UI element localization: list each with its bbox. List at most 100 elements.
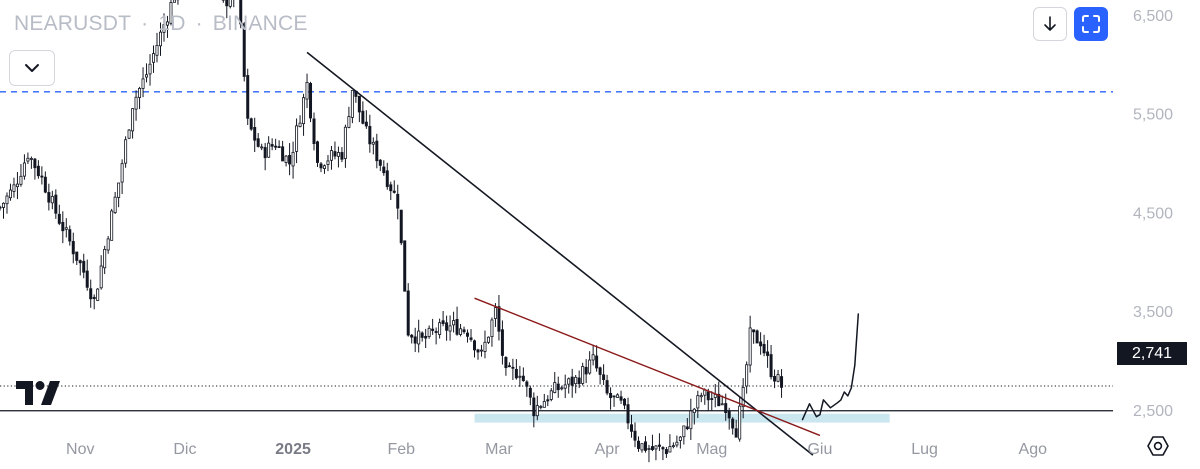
candle-bull (347, 116, 351, 128)
candle-bear (249, 118, 253, 130)
candle-bull (459, 328, 463, 335)
candle-bear (727, 410, 731, 419)
candle-bear (420, 332, 424, 338)
candle-bear (43, 176, 47, 193)
candle-bear (253, 127, 257, 141)
candle-bear (619, 396, 623, 401)
candle-bear (40, 175, 44, 178)
candle-bull (518, 375, 522, 378)
candle-bull (298, 122, 302, 127)
candle-bear (357, 95, 361, 113)
candle-bear (706, 391, 710, 401)
candle-bull (692, 408, 696, 414)
price-axis[interactable]: 6,500 5,500 4,500 3,500 2,500 (1133, 8, 1173, 420)
candle-bear (685, 426, 689, 430)
candles-layer[interactable] (0, 0, 784, 463)
candle-bear (375, 140, 379, 162)
candle-bull (295, 125, 299, 152)
time-tick-label: Feb (387, 441, 415, 458)
candle-bull (542, 401, 546, 408)
fit-screen-icon (1082, 15, 1100, 33)
candle-bull (26, 157, 30, 162)
candle-bear (312, 118, 316, 144)
trendlines-layer[interactable] (306, 51, 821, 456)
candle-bull (15, 183, 19, 188)
candle-bull (329, 150, 333, 161)
candle-bull (96, 288, 100, 301)
time-tick-label: Mar (485, 441, 513, 458)
candle-bull (671, 445, 675, 448)
symbol-name: NEARUSDT (14, 12, 132, 35)
time-tick-label: Nov (66, 441, 94, 458)
candle-bull (574, 376, 578, 385)
time-axis[interactable]: Nov Dic 2025 Feb Mar Apr Mag Giu Lug Ago (66, 441, 1047, 458)
candle-bull (486, 336, 490, 343)
projection-path[interactable] (801, 313, 860, 421)
candle-bull (138, 88, 142, 98)
trendline-main[interactable] (306, 51, 814, 456)
candle-bear (469, 337, 473, 340)
candle-bull (141, 78, 145, 89)
candle-bull (682, 425, 686, 438)
candle-bear (504, 356, 508, 369)
candle-bear (434, 331, 438, 333)
candle-bear (664, 449, 668, 455)
candle-bull (120, 163, 124, 183)
fit-screen-button[interactable] (1074, 7, 1108, 41)
candle-bear (61, 221, 65, 232)
collapse-legend-button[interactable] (9, 50, 55, 86)
tradingview-logo[interactable] (16, 381, 64, 407)
candle-bear (424, 335, 428, 339)
candle-bull (165, 21, 169, 26)
candle-bear (47, 192, 51, 203)
candle-bear (263, 147, 267, 159)
candle-bear (75, 251, 79, 261)
candle-bear (361, 110, 365, 124)
candle-bull (452, 320, 456, 326)
candle-bull (162, 24, 166, 33)
support-zone-layer (474, 413, 890, 423)
candle-bear (242, 23, 246, 77)
candle-bull (741, 386, 745, 408)
candle-bull (305, 82, 309, 100)
candle-bear (717, 393, 721, 407)
horizontal-levels-layer (0, 91, 1113, 412)
candle-bear (598, 367, 602, 375)
candle-bear (780, 376, 784, 388)
settings-hexagon-icon[interactable] (1146, 434, 1170, 458)
candle-bear (281, 146, 285, 162)
candle-bear (364, 121, 368, 127)
candle-bear (710, 398, 714, 400)
candle-bear (78, 260, 82, 264)
candle-bear (643, 441, 647, 451)
candle-bear (731, 418, 735, 429)
candle-bear (528, 387, 532, 398)
scroll-down-button[interactable] (1033, 7, 1067, 41)
candle-bear (466, 332, 470, 337)
time-tick-label: Dic (173, 441, 196, 458)
candle-bull (106, 238, 110, 251)
candle-bear (54, 194, 58, 214)
support-zone (474, 413, 890, 423)
candle-bull (748, 327, 752, 366)
candle-bear (636, 440, 640, 449)
candle-bull (134, 96, 138, 110)
trendline-secondary[interactable] (474, 297, 821, 437)
candle-bull (12, 184, 16, 192)
candle-bear (309, 83, 313, 119)
candle-bull (640, 443, 644, 451)
projection-layer[interactable] (801, 313, 860, 421)
candle-bull (260, 146, 264, 149)
candle-bear (752, 329, 756, 333)
candle-bear (270, 144, 274, 147)
candle-bull (696, 395, 700, 409)
candle-bull (588, 359, 592, 374)
candle-bear (500, 329, 504, 356)
candle-bull (591, 354, 595, 361)
candle-bull (417, 330, 421, 345)
candle-bear (769, 354, 773, 378)
candle-bear (626, 404, 630, 424)
candle-bull (539, 406, 543, 408)
